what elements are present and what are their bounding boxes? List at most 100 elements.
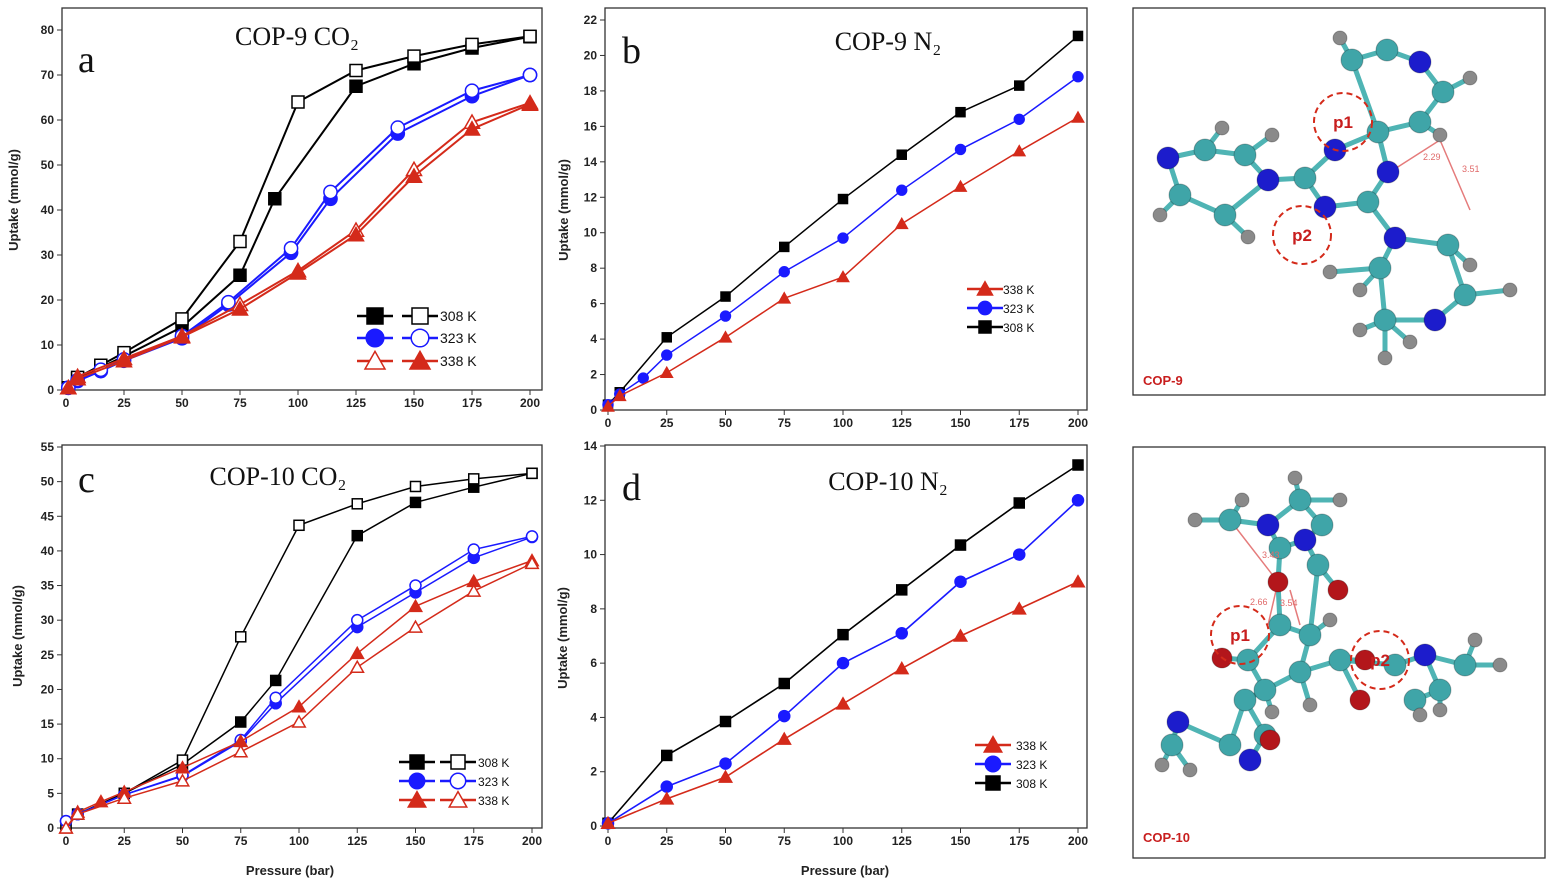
atom-N [1376, 160, 1400, 184]
legend: 338 K 323 K 308 K [975, 735, 1047, 791]
x-tick-label: 0 [605, 416, 612, 430]
atom-C [1368, 256, 1392, 280]
atom-O [1327, 579, 1349, 601]
atom-H [1214, 120, 1230, 136]
distance-line [1439, 139, 1471, 211]
atom-C [1268, 536, 1292, 560]
series-308K-open [60, 467, 538, 831]
legend-marker [363, 349, 387, 370]
y-axis-label: Uptake (mmol/g) [555, 587, 570, 689]
data-point [291, 699, 307, 713]
y-tick-label: 14 [584, 439, 598, 453]
legend-marker [411, 307, 429, 325]
data-point [468, 473, 480, 485]
y-tick-label: 14 [584, 155, 598, 169]
data-point [1070, 574, 1086, 588]
data-point [351, 613, 364, 627]
x-tick-label: 50 [719, 416, 733, 430]
data-point [115, 352, 133, 368]
legend-marker [977, 300, 993, 316]
atom-H [1154, 757, 1170, 773]
data-point [405, 167, 423, 183]
panel-letter: c [78, 459, 95, 501]
data-point [464, 83, 480, 99]
data-point [952, 628, 969, 642]
data-point [1014, 80, 1025, 91]
atom-N [1408, 50, 1432, 74]
atom-C [1236, 648, 1260, 672]
site-label: p1 [1333, 113, 1353, 132]
atom-H [1264, 704, 1280, 720]
x-tick-label: 25 [118, 834, 132, 848]
data-point [896, 184, 908, 196]
atom-C [1310, 513, 1334, 537]
data-point [283, 240, 299, 256]
data-point [953, 179, 968, 192]
legend: 338 K 323 K 308 K [967, 280, 1034, 335]
x-tick-label: 150 [950, 834, 970, 848]
y-tick-label: 30 [41, 613, 55, 627]
data-point [896, 584, 908, 596]
y-tick-label: 6 [590, 297, 597, 311]
data-point [837, 193, 849, 205]
atom-H [1182, 762, 1198, 778]
site-label: p2 [1370, 651, 1390, 670]
legend-item: 338 K [967, 280, 1034, 297]
plot-frame [61, 7, 543, 391]
x-tick-label: 25 [117, 396, 131, 410]
data-point [175, 312, 189, 326]
chart-title: COP-10 CO₂ [210, 462, 347, 491]
data-point [409, 579, 422, 592]
data-point [1013, 113, 1025, 125]
data-point [720, 291, 731, 302]
series-308K-filled [602, 459, 1084, 830]
data-point [174, 773, 191, 787]
data-point [718, 330, 733, 343]
atom-H [1152, 207, 1168, 223]
panel-letter: a [78, 39, 95, 81]
data-point [778, 709, 791, 723]
legend-marker [410, 328, 430, 348]
atom-C [1218, 508, 1242, 532]
atom-H [1187, 512, 1203, 528]
data-point [289, 264, 307, 280]
atom-H [1462, 70, 1478, 86]
data-point [291, 714, 307, 728]
atom-C [1428, 678, 1452, 702]
atom-N [1256, 513, 1280, 537]
molecule-cop-10: 3.43 2.66 3.54 p1 p2 COP-10 [1132, 446, 1546, 859]
molecule-frame [1132, 7, 1546, 396]
data-point [409, 496, 422, 509]
data-point [661, 349, 673, 361]
y-tick-label: 40 [41, 544, 55, 558]
data-point [407, 619, 424, 633]
atom-C [1383, 653, 1407, 677]
atom-H [1240, 229, 1256, 245]
atom-H [1432, 127, 1448, 143]
series-line [607, 464, 1079, 824]
y-tick-label: 55 [41, 440, 55, 454]
y-tick-label: 4 [590, 332, 597, 346]
atom-H [1352, 282, 1368, 298]
chart-title: COP-9 CO₂ [235, 22, 359, 51]
legend-label: 338 K [440, 353, 477, 369]
atom-N [1423, 308, 1447, 332]
data-point [522, 67, 538, 83]
atom-H [1322, 612, 1338, 628]
data-point [463, 120, 481, 136]
legend-marker [408, 772, 426, 790]
data-point [955, 106, 966, 118]
site-circle [1350, 630, 1410, 690]
legend-marker [449, 772, 467, 790]
y-tick-label: 25 [41, 648, 55, 662]
atom-C [1306, 553, 1330, 577]
y-tick-label: 8 [590, 261, 597, 275]
y-tick-label: 15 [41, 717, 55, 731]
series-308K-filled [602, 30, 1084, 410]
atom-H [1234, 492, 1250, 508]
chart-title: COP-10 N₂ [828, 467, 948, 496]
data-point [235, 631, 247, 643]
y-tick-label: 0 [47, 821, 54, 835]
x-tick-label: 25 [660, 834, 674, 848]
data-point [778, 677, 790, 690]
